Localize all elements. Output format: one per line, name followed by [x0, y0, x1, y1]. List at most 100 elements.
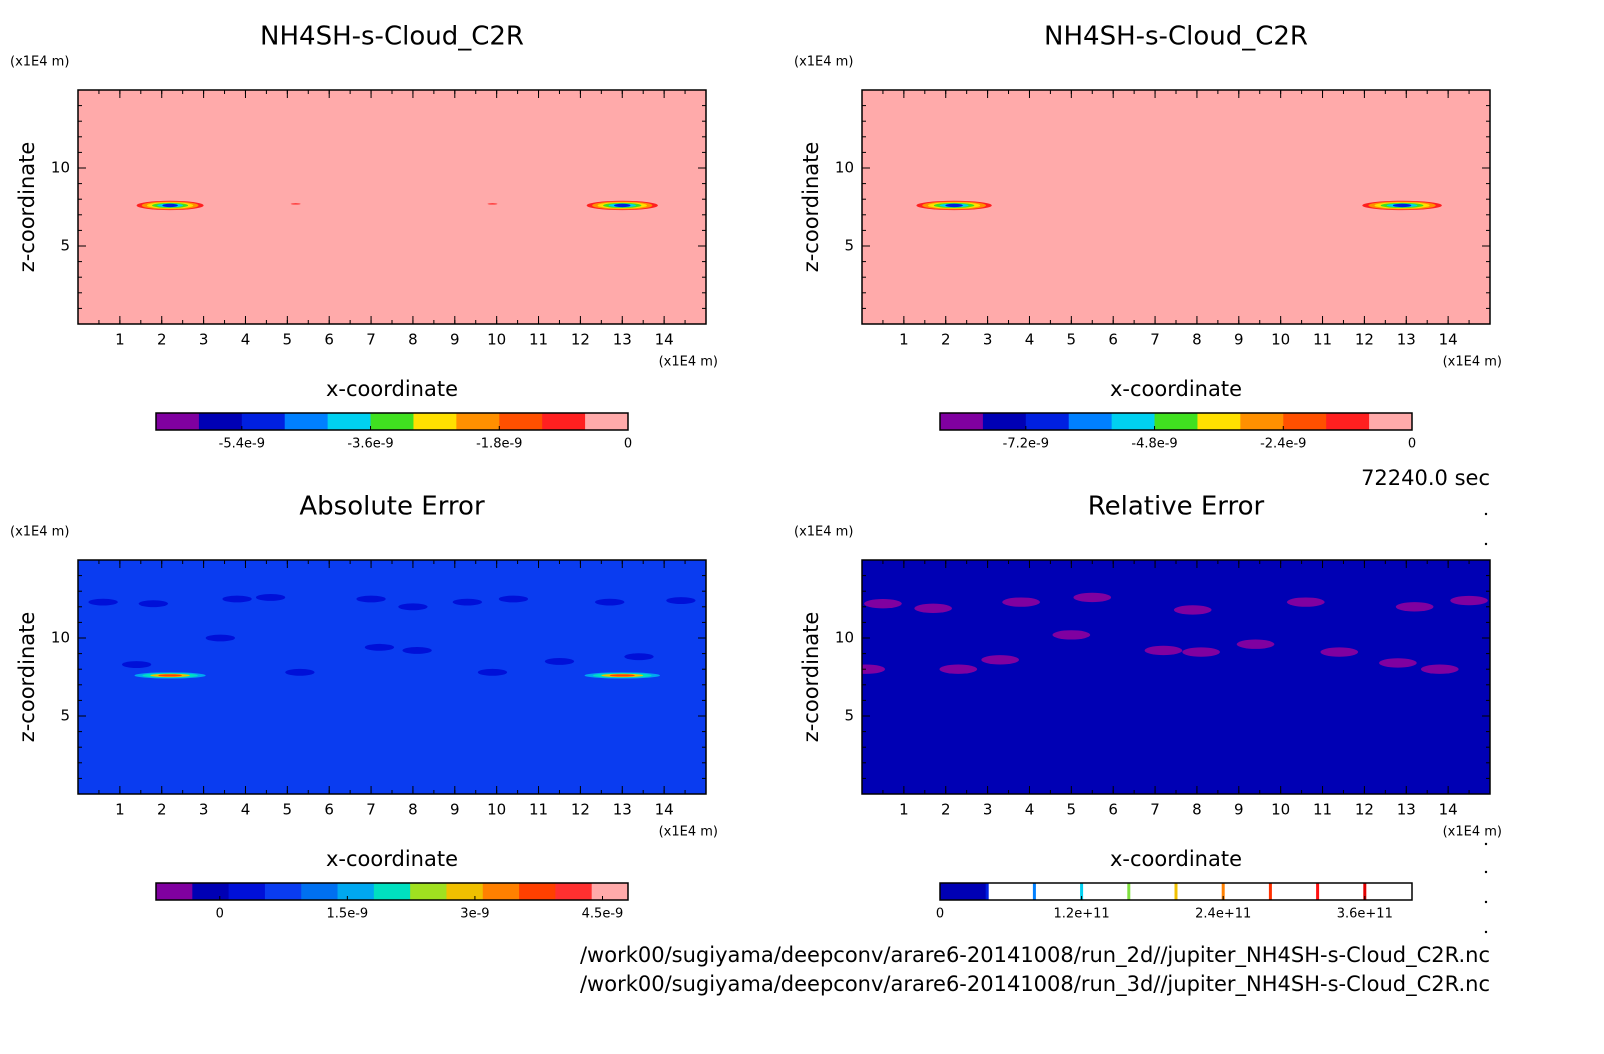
x-tick-label: 6	[1108, 331, 1118, 349]
x-tick-label: 5	[283, 801, 293, 819]
panel-title: Relative Error	[1088, 492, 1265, 522]
colorbar-cell	[337, 883, 375, 900]
y-axis-label: z-coordinate	[799, 142, 823, 273]
contour-region	[255, 594, 286, 601]
x-axis-label: x-coordinate	[1110, 847, 1242, 871]
x-tick-label: 13	[613, 801, 632, 819]
x-tick-label: 7	[366, 801, 376, 819]
x-tick-label: 10	[487, 801, 506, 819]
x-tick-label: 7	[1150, 801, 1160, 819]
time-label: 72240.0 sec	[1361, 466, 1490, 490]
y-axis-label: z-coordinate	[15, 142, 39, 273]
x-tick-label: 13	[1397, 801, 1416, 819]
contours	[916, 200, 1442, 211]
y-tick-label: 5	[60, 707, 70, 725]
plot-background	[862, 560, 1490, 794]
contour-region	[285, 668, 315, 676]
x-tick-label: 11	[1313, 801, 1332, 819]
x-tick-label: 11	[529, 801, 548, 819]
contour-region	[914, 603, 953, 614]
contour-region	[452, 598, 483, 606]
colorbar-cell	[1068, 413, 1113, 430]
colorbar-line	[1080, 883, 1084, 900]
contour-region	[138, 600, 169, 608]
colorbar-cell	[555, 883, 593, 900]
contours	[88, 594, 696, 679]
x-tick-label: 3	[983, 801, 993, 819]
panel-title: NH4SH-s-Cloud_C2R	[260, 22, 524, 52]
x-tick-label: 12	[1355, 801, 1374, 819]
x-tick-label: 3	[199, 331, 209, 349]
x-tick-label: 1	[115, 801, 125, 819]
contour-region	[1073, 592, 1112, 603]
y-tick-label: 5	[844, 237, 854, 255]
colorbar-cell	[1154, 413, 1198, 430]
y-unit: (x1E4 m)	[794, 55, 853, 70]
x-tick-label: 1	[899, 331, 909, 349]
x-tick-label: 14	[1439, 801, 1458, 819]
contour-region	[1286, 597, 1325, 607]
panel: Absolute Error (x1E4 m) (x1E4 m) x-coordina…	[10, 492, 718, 922]
y-tick-label: 10	[51, 629, 70, 647]
x-tick-label: 2	[941, 331, 951, 349]
x-tick-label: 9	[1234, 331, 1244, 349]
colorbar-tick-label: -2.4e-9	[1260, 437, 1306, 452]
contour-region	[1420, 664, 1459, 674]
contour-region	[614, 203, 631, 208]
panel-title: NH4SH-s-Cloud_C2R	[1044, 22, 1308, 52]
contour-region	[1182, 647, 1220, 657]
contour-region	[402, 647, 432, 654]
x-tick-label: 10	[1271, 801, 1290, 819]
panel: NH4SH-s-Cloud_C2R (x1E4 m) (x1E4 m) x-coord…	[10, 22, 718, 452]
colorbar-cell	[456, 413, 500, 430]
colorbar-tick-label: 0	[936, 907, 944, 922]
colorbar-line	[1032, 883, 1036, 900]
x-tick-label: 9	[1234, 801, 1244, 819]
contour-region	[88, 598, 118, 606]
x-axis-label: x-coordinate	[1110, 377, 1242, 401]
x-tick-label: 6	[1108, 801, 1118, 819]
colorbar-line	[1174, 883, 1178, 900]
colorbar-tick-label: -4.8e-9	[1131, 437, 1177, 452]
contour-region	[398, 603, 428, 611]
colorbar-line	[1316, 883, 1320, 900]
colorbar-line	[985, 883, 989, 900]
colorbar-cell	[410, 883, 447, 900]
x-axis-label: x-coordinate	[326, 377, 458, 401]
colorbar-tick-label: 2.4e+11	[1195, 907, 1251, 922]
y-tick-label: 10	[51, 159, 70, 177]
x-tick-label: 2	[157, 801, 167, 819]
x-tick-label: 12	[571, 801, 590, 819]
colorbar-cell	[370, 413, 414, 430]
contour-region	[981, 655, 1019, 665]
contour-region	[544, 657, 575, 665]
colorbar-cell	[591, 883, 629, 900]
x-tick-label: 7	[1150, 331, 1160, 349]
contour-region	[1395, 602, 1434, 612]
y-unit: (x1E4 m)	[794, 525, 853, 540]
contour-region	[864, 599, 902, 609]
colorbar-tick-label: -5.4e-9	[219, 437, 265, 452]
colorbar-cell	[1240, 413, 1284, 430]
colorbar-cell	[327, 413, 372, 430]
colorbar-cell	[1197, 413, 1241, 430]
colorbar-tick-label: 0	[1408, 437, 1416, 452]
colorbar-cell	[499, 413, 543, 430]
colorbar-cell	[413, 413, 457, 430]
colorbar-tick-label: 4.5e-9	[582, 907, 624, 922]
colorbar-cell	[982, 413, 1027, 430]
colorbar-tick-label: -1.8e-9	[476, 437, 522, 452]
file-path: /work00/sugiyama/deepconv/arare6-2014100…	[580, 943, 1490, 968]
colorbar-cell	[373, 883, 411, 900]
colorbar-line	[1268, 883, 1272, 900]
x-tick-label: 5	[1067, 331, 1077, 349]
contour-region	[356, 595, 386, 603]
x-tick-label: 4	[241, 801, 251, 819]
x-unit: (x1E4 m)	[659, 355, 718, 370]
contour-region	[158, 674, 182, 677]
x-axis-label: x-coordinate	[326, 847, 458, 871]
colorbar-cell	[228, 883, 266, 900]
colorbar-cell	[1034, 883, 1082, 900]
contour-region	[1002, 597, 1040, 607]
contour-region	[862, 664, 886, 674]
